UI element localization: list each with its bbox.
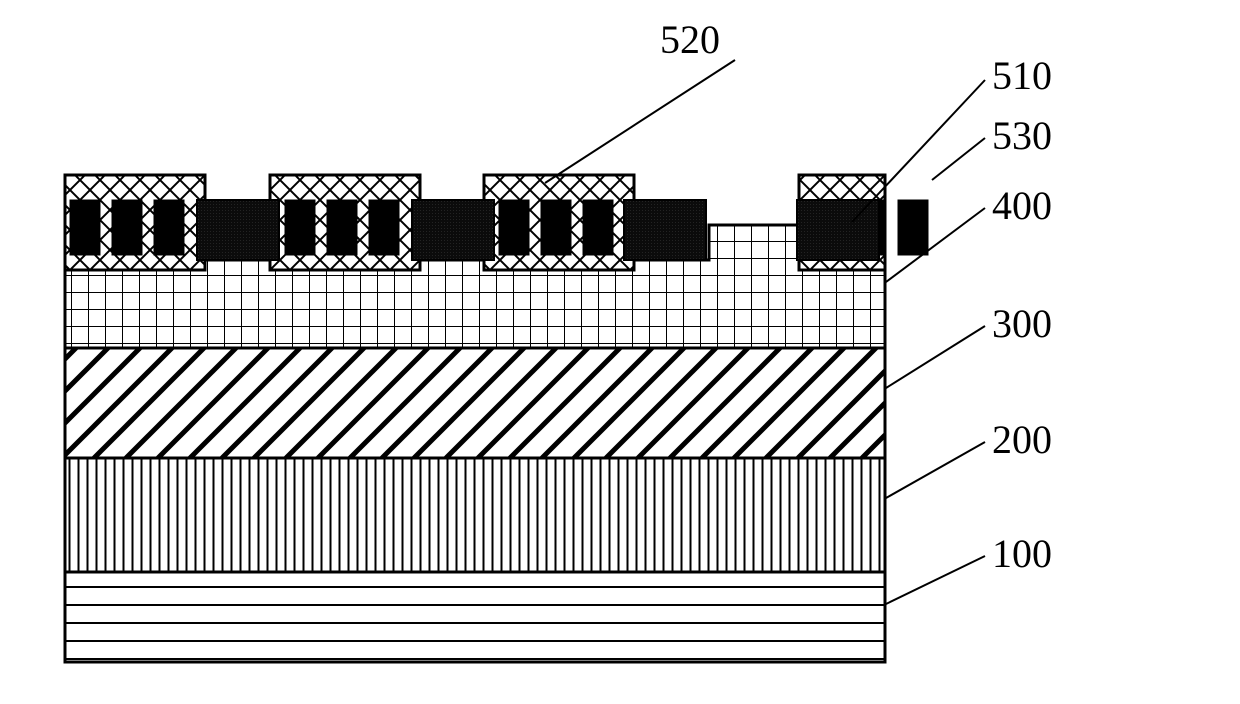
- layer-diagram: 520510530400300200100: [20, 20, 1220, 684]
- element-520: [154, 200, 184, 255]
- label-200: 200: [992, 416, 1052, 463]
- label-100: 100: [992, 530, 1052, 577]
- element-510: [624, 200, 706, 260]
- element-510: [797, 200, 879, 260]
- label-520: 520: [660, 16, 720, 63]
- leader-520: [545, 60, 735, 183]
- label-400: 400: [992, 182, 1052, 229]
- element-520: [541, 200, 571, 255]
- element-510: [412, 200, 494, 260]
- leader-200: [886, 442, 985, 498]
- element-510: [197, 200, 279, 260]
- layer-300: [65, 348, 885, 458]
- element-520: [285, 200, 315, 255]
- layer-100: [65, 572, 885, 662]
- leader-100: [886, 556, 985, 604]
- element-520: [70, 200, 100, 255]
- element-520: [898, 200, 928, 255]
- element-520: [369, 200, 399, 255]
- element-520: [499, 200, 529, 255]
- element-520: [112, 200, 142, 255]
- layer-200: [65, 458, 885, 572]
- element-520: [327, 200, 357, 255]
- label-530: 530: [992, 112, 1052, 159]
- leader-530: [932, 138, 985, 180]
- element-520: [583, 200, 613, 255]
- label-510: 510: [992, 52, 1052, 99]
- label-300: 300: [992, 300, 1052, 347]
- leader-300: [886, 326, 985, 388]
